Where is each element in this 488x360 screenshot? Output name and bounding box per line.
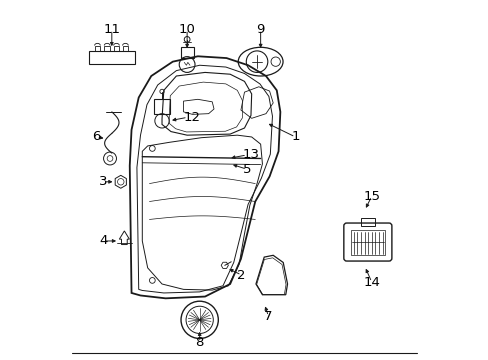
Bar [350,230,384,255]
Bar [122,45,128,50]
Text: 12: 12 [183,111,200,124]
Text: 13: 13 [242,148,259,161]
Text: 4: 4 [99,234,107,247]
Text: 3: 3 [99,175,107,188]
Bar [94,45,100,50]
Text: 9: 9 [256,23,264,36]
Text: 15: 15 [363,190,380,203]
Text: 5: 5 [242,163,251,176]
Text: 10: 10 [178,23,195,36]
Text: 14: 14 [363,276,380,289]
Text: 2: 2 [237,269,245,282]
Text: 7: 7 [264,310,272,323]
Bar [360,218,375,226]
Text: 11: 11 [103,23,120,36]
Bar [113,45,119,50]
Text: 8: 8 [195,336,203,348]
Text: 6: 6 [92,130,100,144]
Bar [180,46,193,58]
Bar [88,50,135,64]
Bar [104,45,110,50]
Text: 1: 1 [290,130,299,144]
Bar [154,99,169,114]
